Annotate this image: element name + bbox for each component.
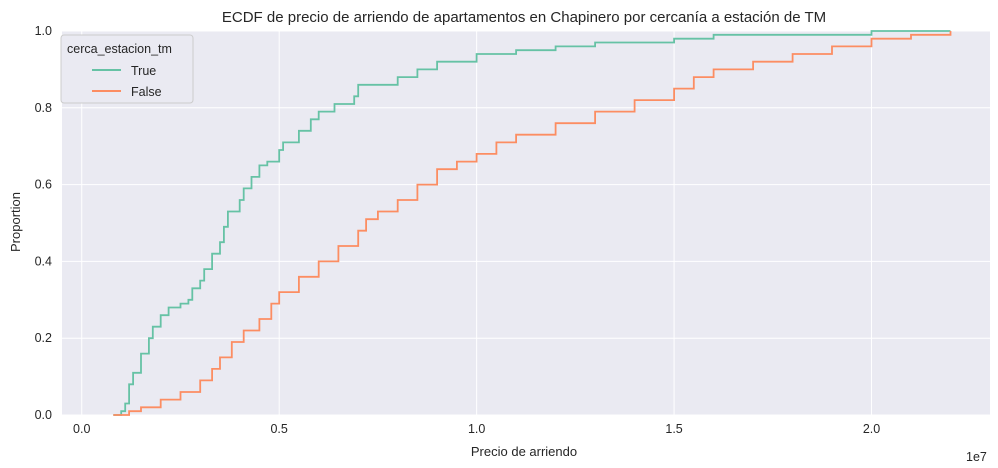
legend: cerca_estacion_tm True False: [60, 34, 194, 104]
chart-title: ECDF de precio de arriendo de apartament…: [222, 9, 826, 26]
legend-title: cerca_estacion_tm: [67, 42, 172, 56]
x-tick-label: 1.5: [665, 422, 682, 436]
y-tick-label: 1.0: [35, 24, 52, 38]
legend-box: [60, 34, 194, 104]
y-tick-label: 0.0: [35, 408, 52, 422]
plot-area: [62, 31, 990, 415]
x-tick-label: 0.5: [270, 422, 287, 436]
y-axis-ticks: 0.0 0.2 0.4 0.6 0.8 1.0: [35, 24, 52, 422]
y-axis-label: Proportion: [8, 192, 23, 252]
x-axis-label: Precio de arriendo: [471, 444, 577, 459]
y-tick-label: 0.4: [35, 254, 52, 268]
x-axis-ticks: 0.0 0.5 1.0 1.5 2.0: [73, 422, 880, 436]
x-tick-label: 2.0: [863, 422, 880, 436]
series-line-false: [113, 31, 952, 416]
x-axis-offset-label: 1e7: [966, 450, 987, 464]
grid-lines: [62, 30, 990, 416]
legend-label-true: True: [131, 64, 156, 78]
x-tick-label: 1.0: [468, 422, 485, 436]
y-tick-label: 0.2: [35, 331, 52, 345]
y-tick-label: 0.6: [35, 178, 52, 192]
series-line-true: [113, 30, 951, 416]
legend-label-false: False: [131, 85, 162, 99]
x-tick-label: 0.0: [73, 422, 90, 436]
series-lines: [113, 30, 952, 416]
y-tick-label: 0.8: [35, 101, 52, 115]
